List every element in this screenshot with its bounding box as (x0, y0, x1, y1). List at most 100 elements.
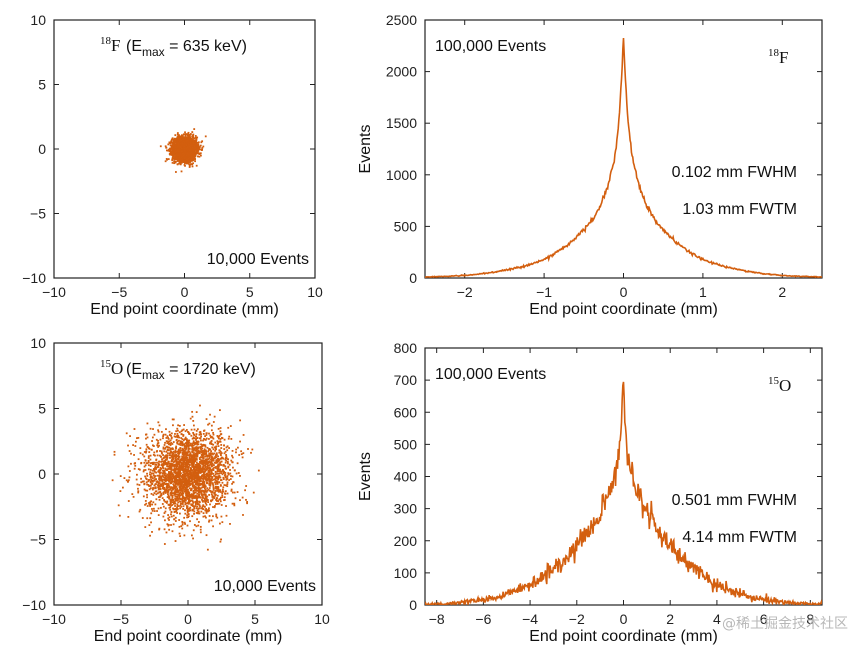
scatter-point (130, 462, 132, 465)
scatter-point (150, 500, 152, 503)
scatter-point (214, 473, 217, 476)
scatter-point (185, 482, 187, 485)
scatter-point (151, 483, 154, 485)
scatter-point (221, 492, 224, 495)
scatter-point (187, 490, 190, 493)
scatter-point (191, 477, 194, 480)
scatter-point (196, 509, 199, 512)
scatter-point (183, 516, 186, 519)
scatter-point (200, 494, 203, 496)
scatter-point (192, 133, 195, 136)
scatter-point (164, 468, 167, 471)
scatter-point (179, 138, 182, 141)
scatter-point (214, 441, 217, 444)
scatter-point (217, 442, 219, 444)
scatter-point (194, 449, 197, 452)
scatter-point (173, 143, 176, 146)
scatter-point (167, 438, 170, 440)
scatter-point (168, 479, 171, 481)
scatter-point (179, 142, 182, 145)
scatter-point (199, 525, 202, 528)
scatter-point (224, 461, 227, 464)
scatter-point (193, 486, 195, 489)
scatter-point (203, 491, 206, 494)
scatter-point (172, 424, 174, 427)
scatter-point (157, 421, 160, 424)
scatter-point (181, 467, 184, 470)
scatter-point (168, 480, 170, 483)
scatter-point (162, 435, 164, 438)
scatter-point (185, 150, 188, 152)
scatter-point (175, 490, 177, 493)
scatter-point (179, 444, 182, 446)
scatter-points (111, 404, 260, 551)
scatter-point (215, 452, 218, 455)
scatter-point (170, 464, 173, 467)
scatter-point (192, 136, 195, 139)
scatter-point (181, 503, 184, 505)
scatter-point (174, 134, 177, 137)
scatter-point (174, 505, 176, 507)
scatter-point (199, 528, 202, 531)
scatter-point (167, 477, 170, 480)
scatter-point (166, 452, 169, 455)
scatter-point (151, 480, 154, 483)
scatter-point (186, 514, 189, 516)
scatter-point (188, 433, 191, 435)
scatter-point (172, 154, 175, 157)
scatter-point (195, 136, 198, 139)
scatter-point (129, 435, 131, 438)
scatter-point (178, 455, 181, 458)
scatter-point (194, 139, 197, 142)
scatter-point (197, 503, 200, 505)
scatter-point (192, 467, 195, 470)
scatter-point (161, 478, 164, 481)
scatter-point (224, 467, 227, 470)
scatter-point (202, 457, 205, 460)
scatter-point (219, 489, 222, 492)
scatter-point (209, 458, 212, 461)
scatter-point (208, 457, 211, 460)
y-tick-label: −10 (22, 597, 46, 613)
scatter-point (144, 526, 147, 528)
scatter-point (200, 462, 202, 465)
scatter-point (192, 494, 195, 497)
scatter-point (212, 421, 215, 423)
scatter-point (181, 481, 184, 484)
scatter-point (184, 133, 187, 136)
scatter-point (229, 469, 231, 471)
scatter-point (197, 474, 200, 476)
scatter-point (143, 465, 146, 468)
scatter-point (191, 481, 194, 484)
scatter-point (219, 540, 222, 543)
scatter-point (186, 456, 188, 459)
scatter-point (151, 440, 153, 442)
scatter-point (182, 463, 185, 466)
scatter-point (194, 154, 197, 157)
scatter-point (220, 447, 223, 449)
scatter-point (174, 148, 177, 151)
y-tick-label: −5 (30, 532, 46, 548)
scatter-point (196, 476, 199, 478)
scatter-point (214, 503, 217, 505)
scatter-point (155, 493, 158, 496)
x-tick-label: 5 (251, 611, 259, 627)
scatter-point (207, 450, 210, 453)
scatter-point (219, 522, 221, 525)
scatter-point (186, 496, 189, 498)
scatter-point (178, 477, 181, 480)
scatter-point (167, 489, 169, 492)
scatter-point (133, 462, 136, 465)
scatter-point (188, 465, 190, 468)
scatter-point (193, 484, 196, 487)
scatter-point (181, 152, 184, 155)
scatter-point (184, 503, 187, 506)
scatter-point (257, 469, 260, 472)
scatter-point (168, 142, 171, 145)
scatter-point (212, 478, 215, 481)
scatter-point (186, 444, 188, 447)
scatter-point (160, 492, 163, 495)
scatter-point (169, 439, 172, 442)
scatter-point (173, 455, 176, 458)
scatter-point (226, 485, 229, 488)
